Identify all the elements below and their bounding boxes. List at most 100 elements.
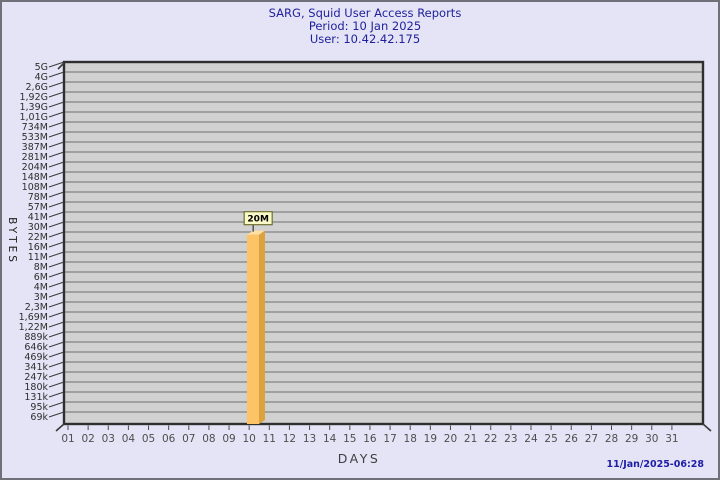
x-tick-label: 17: [383, 433, 396, 445]
y-tick-label: 469k: [24, 352, 48, 363]
x-tick-label: 16: [363, 433, 377, 445]
y-tick-label: 889k: [24, 332, 48, 343]
y-tick-label: 341k: [24, 362, 48, 373]
y-tick-label: 5G: [35, 62, 48, 73]
y-tick-label: 57M: [28, 202, 48, 213]
x-tick-label: 03: [102, 433, 115, 445]
x-tick-label: 23: [504, 433, 517, 445]
y-tick: [48, 171, 65, 178]
y-tick: [48, 191, 65, 198]
bar-side: [258, 230, 265, 424]
y-tick-label: 2,6G: [26, 82, 48, 93]
y-tick: [48, 211, 65, 218]
y-tick-label: 1,39G: [19, 102, 48, 113]
y-tick-label: 69k: [30, 412, 48, 423]
y-tick-label: 22M: [28, 232, 48, 243]
x-tick-label: 13: [303, 433, 316, 445]
y-tick: [48, 61, 65, 68]
y-tick-label: 11M: [28, 252, 48, 263]
y-tick: [48, 101, 65, 108]
x-tick-label: 19: [424, 433, 437, 445]
x-tick-label: 07: [182, 433, 195, 445]
y-tick-label: 1,22M: [19, 322, 48, 333]
y-tick: [48, 281, 65, 288]
x-tick-label: 10: [242, 433, 255, 445]
generated-timestamp: 11/Jan/2025-06:28: [606, 459, 705, 470]
bar-label-text: 20M: [247, 215, 269, 225]
x-tick-label: 12: [283, 433, 296, 445]
axis-corner-top-left: [57, 62, 65, 70]
x-tick-label: 21: [464, 433, 477, 445]
x-tick-label: 14: [323, 433, 337, 445]
bar-label-box: [243, 211, 273, 226]
y-tick-label: 4M: [34, 282, 48, 293]
y-tick: [48, 241, 65, 248]
x-tick-label: 06: [162, 433, 176, 445]
y-tick: [48, 361, 65, 368]
y-tick: [48, 231, 65, 238]
y-tick: [48, 201, 65, 208]
y-tick-label: 148M: [22, 172, 48, 183]
y-tick-label: 4G: [35, 72, 48, 83]
chart-user: User: 10.42.42.175: [309, 32, 421, 46]
x-tick-label: 05: [142, 433, 155, 445]
y-tick: [48, 381, 65, 388]
x-tick-label: 30: [645, 433, 658, 445]
x-tick-label: 11: [263, 433, 276, 445]
x-tick-label: 01: [61, 433, 74, 445]
x-tick-label: 26: [565, 433, 579, 445]
y-tick-label: 387M: [22, 142, 48, 153]
y-tick-label: 8M: [34, 262, 48, 273]
x-tick-label: 09: [222, 433, 235, 445]
y-tick: [48, 291, 65, 298]
chart-title: SARG, Squid User Access Reports: [268, 6, 462, 20]
y-tick-label: 6M: [34, 272, 48, 283]
y-tick-label: 646k: [24, 342, 48, 353]
y-tick-label: 16M: [28, 242, 48, 253]
y-tick-label: 281M: [22, 152, 48, 163]
y-tick-label: 1,92G: [19, 92, 48, 103]
y-tick-label: 533M: [22, 132, 48, 143]
y-tick: [48, 331, 65, 338]
y-tick: [48, 321, 65, 328]
y-tick: [48, 121, 65, 128]
x-axis-title: DAYS: [337, 451, 381, 466]
bar: [246, 234, 259, 424]
y-tick-label: 734M: [22, 122, 48, 133]
y-tick-label: 3M: [34, 292, 48, 303]
y-tick-label: 30M: [28, 222, 48, 233]
y-tick-label: 204M: [22, 162, 48, 173]
x-tick-label: 02: [81, 433, 94, 445]
axis-corner-bottom-left: [55, 423, 65, 432]
bar-top: [246, 230, 265, 235]
y-tick-label: 247k: [24, 372, 48, 383]
y-tick: [48, 411, 65, 418]
x-tick-label: 18: [404, 433, 417, 445]
x-tick-label: 31: [665, 433, 678, 445]
x-tick-label: 27: [585, 433, 598, 445]
x-tick-label: 22: [484, 433, 497, 445]
axis-corner-bottom-right: [702, 423, 712, 432]
chart-title-block: SARG, Squid User Access Reports Period: …: [2, 6, 718, 46]
y-tick-label: 1,01G: [19, 112, 48, 123]
chart-period: Period: 10 Jan 2025: [308, 19, 422, 33]
y-tick: [48, 131, 65, 138]
x-tick-label: 25: [544, 433, 557, 445]
x-tick-label: 20: [444, 433, 457, 445]
y-tick-label: 95k: [30, 402, 48, 413]
y-tick: [48, 261, 65, 268]
y-tick: [48, 351, 65, 358]
y-tick: [48, 401, 65, 408]
y-tick-label: 131k: [24, 392, 48, 403]
y-tick: [48, 221, 65, 228]
y-tick: [48, 161, 65, 168]
y-tick: [48, 91, 65, 98]
x-tick-label: 29: [625, 433, 638, 445]
x-tick-label: 28: [605, 433, 618, 445]
y-tick: [48, 341, 65, 348]
y-tick: [48, 301, 65, 308]
y-tick-label: 41M: [28, 212, 48, 223]
y-tick: [48, 371, 65, 378]
y-tick-label: 180k: [24, 382, 48, 393]
